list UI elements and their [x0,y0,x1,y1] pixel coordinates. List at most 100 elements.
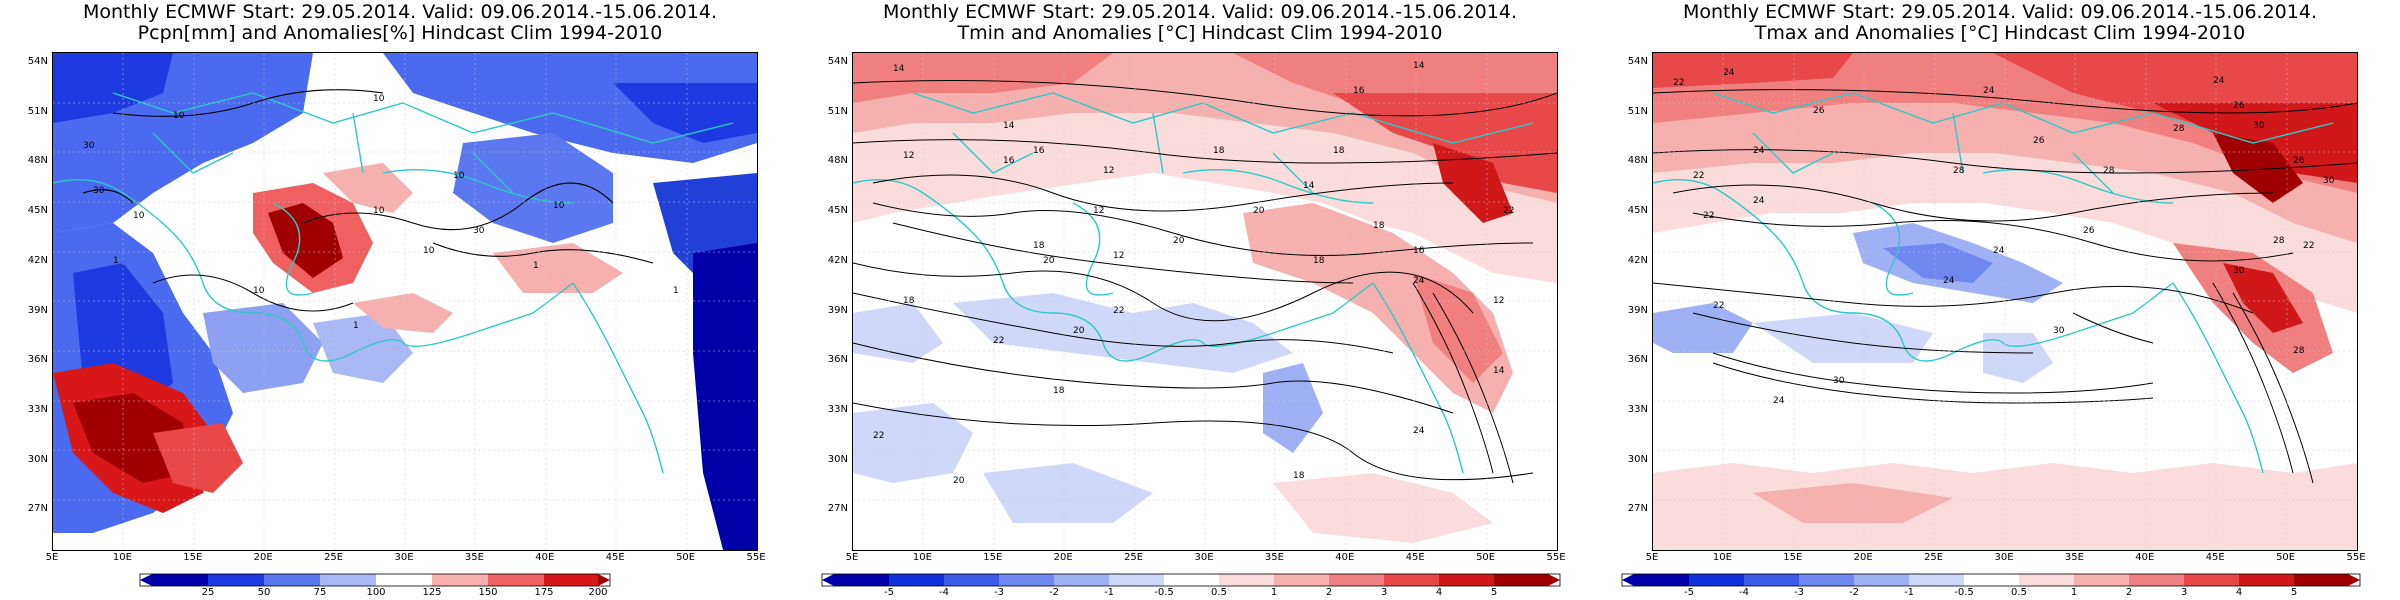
longitude-label: 35E [1264,552,1284,563]
longitude-label: 35E [2064,552,2084,563]
contour-label: 20 [1043,256,1055,266]
contour-label: 24 [1983,86,1995,96]
latitude-label: 54N [27,56,48,67]
contour-label: 12 [1103,166,1114,176]
contour-label: 10 [253,286,265,296]
contour-label: 22 [993,336,1004,346]
contour-label: 24 [1723,68,1735,78]
longitude-label: 50E [676,552,696,563]
latitude-label: 48N [27,155,48,167]
colorbar-label: -1 [1104,587,1114,598]
contour-label: 12 [903,151,914,161]
panel-title-line2: Tmin and Anomalies [°C] Hindcast Clim 19… [957,22,1443,44]
longitude-label: 10E [1712,552,1732,563]
colorbar-label: 4 [1435,587,1443,598]
colorbar-label: -4 [1739,587,1749,598]
contour-label: 20 [1073,326,1085,336]
longitude-label: 5E [1645,552,1659,563]
longitude-label: 5E [45,552,59,563]
panel-title-line2: Pcpn[mm] and Anomalies[%] Hindcast Clim … [137,22,663,44]
panel-tmin: Monthly ECMWF Start: 29.05.2014. Valid: … [800,0,1600,600]
contour-label: 16 [1003,156,1015,166]
contour-label: 30 [2323,176,2335,186]
longitude-label: 15E [1783,552,1803,563]
contour-label: 10 [133,211,145,221]
longitude-label: 10E [912,552,932,563]
colorbar-swatches [139,573,611,587]
latitude-label: 51N [1627,105,1648,117]
panel-title-line1: Monthly ECMWF Start: 29.05.2014. Valid: … [1683,1,2317,23]
colorbar-label: 0.5 [1211,587,1227,598]
latitude-label: 30N [827,453,848,465]
longitude-label: 20E [1053,552,1073,563]
longitude-label: 50E [1476,552,1496,563]
contour-label: 18 [1333,146,1345,156]
colorbar-label: 200 [588,587,608,598]
latitude-label: 51N [827,105,848,117]
latitude-label: 39N [1627,304,1648,316]
colorbar-label: -3 [994,587,1004,598]
contour-label: 18 [903,296,915,306]
contour-label: 24 [1773,396,1785,406]
colorbar-label: 1 [2070,587,2078,598]
latitude-label: 51N [27,105,48,117]
colorbar-label: 1 [1270,587,1278,598]
contour-label: 22 [873,431,884,441]
longitude-label: 55E [746,552,766,563]
longitude-label: 15E [983,552,1003,563]
longitude-label: 15E [183,552,203,563]
map-tmin: 14 14 16 12 14 16 12 18 18 14 12 20 20 1… [852,52,1558,551]
contour-label: 18 [1373,221,1385,231]
contour-label: 24 [1993,246,2005,256]
contour-label: 14 [893,64,905,74]
contour-label: 20 [953,476,965,486]
map-tmax: 24 22 24 26 26 24 28 30 26 28 22 28 24 2… [1652,52,2358,551]
contour-label: 30 [1833,376,1845,386]
longitude-label: 25E [324,552,344,563]
longitude-label: 55E [2346,552,2366,563]
contour-label: 16 [1033,146,1045,156]
contour-label: 28 [2273,236,2285,246]
contour-label: 1 [353,321,359,331]
latitude-label: 36N [27,354,48,366]
latitude-label: 36N [1627,354,1648,366]
contour-label: 18 [1293,471,1305,481]
contour-label: 26 [2083,226,2095,236]
colorbar-label: -2 [1849,587,1859,598]
contour-label: 20 [1173,236,1185,246]
contour-label: 1 [673,286,679,296]
contour-label: 26 [1813,106,1825,116]
contour-label: 24 [1753,146,1765,156]
longitude-label: 5E [845,552,859,563]
latitude-label: 33N [27,403,48,415]
contour-label: 24 [1413,276,1425,286]
colorbar-label: 150 [478,587,498,598]
colorbar-swatches [821,573,1561,587]
colorbar-label: 0.5 [2011,587,2027,598]
contour-label: 14 [1003,121,1015,131]
contour-label: 28 [2103,166,2115,176]
contour-label: 22 [1703,211,1714,221]
contour-label: 22 [1503,206,1514,216]
contour-label: 10 [423,246,435,256]
longitude-label: 30E [1194,552,1214,563]
contour-label: 26 [2293,156,2305,166]
longitude-label: 55E [1546,552,1566,563]
colorbar-label: 5 [2290,587,2298,598]
contour-label: 30 [473,226,485,236]
latitude-label: 42N [1627,254,1648,266]
colorbar-label: 5 [1490,587,1498,598]
colorbar-label: -0.5 [1954,587,1974,598]
contour-label: 18 [1213,146,1225,156]
latitude-label: 48N [1627,155,1648,167]
colorbar-label: -1 [1904,587,1914,598]
latitude-label: 30N [27,453,48,465]
contour-labels: 14 14 16 12 14 16 12 18 18 14 12 20 20 1… [873,61,1514,486]
contour-label: 30 [2253,121,2265,131]
panel-title-line2: Tmax and Anomalies [°C] Hindcast Clim 19… [1754,22,2246,44]
contour-label: 28 [1953,166,1965,176]
contour-label: 12 [1093,206,1104,216]
contour-label: 14 [1413,61,1425,71]
panel-tmax: Monthly ECMWF Start: 29.05.2014. Valid: … [1600,0,2400,600]
contour-label: 12 [1493,296,1504,306]
